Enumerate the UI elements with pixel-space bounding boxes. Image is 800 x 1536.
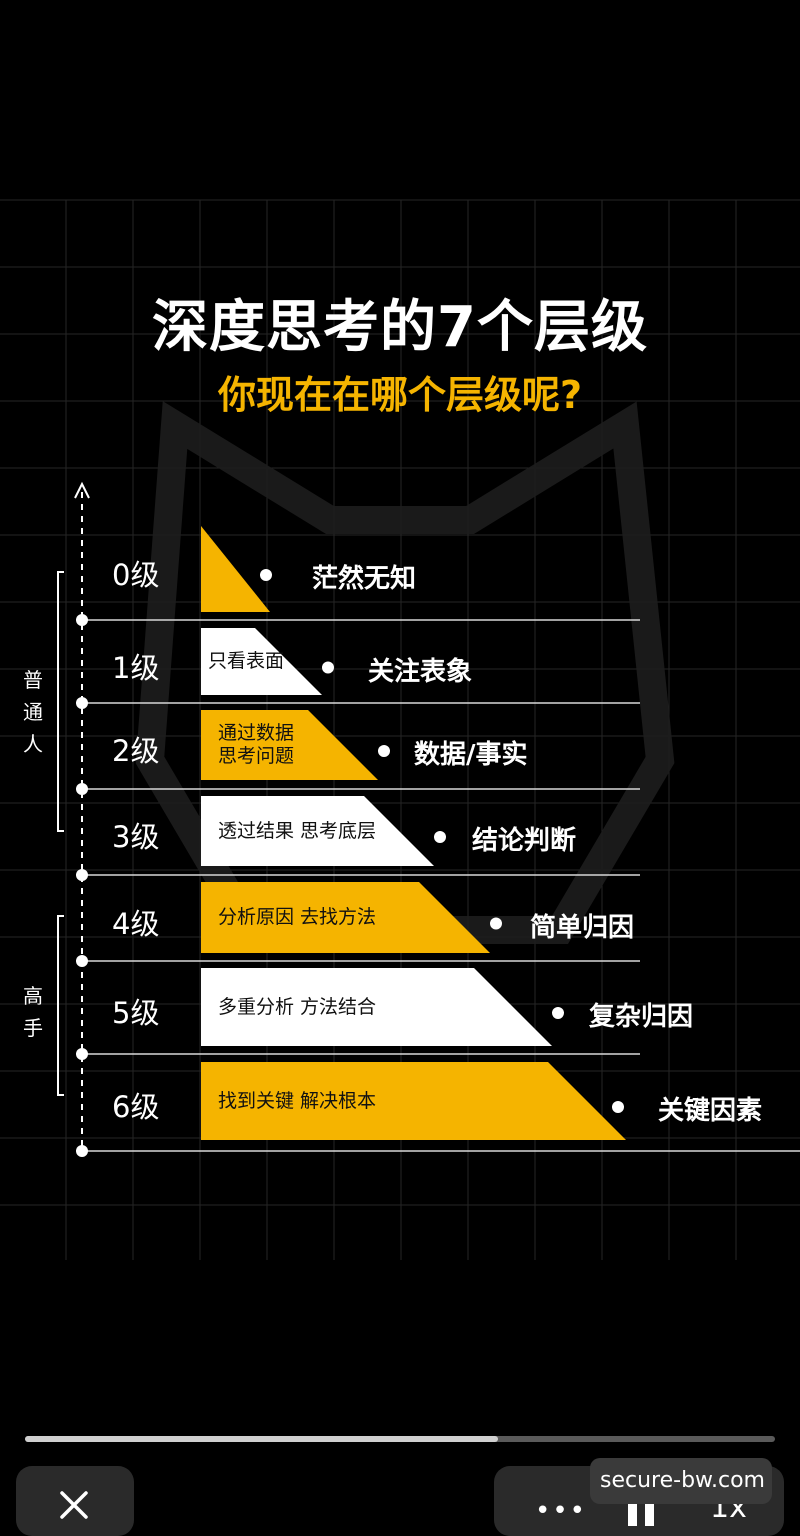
result-label: 茫然无知 xyxy=(312,564,417,594)
level-label: 2级 xyxy=(112,734,160,768)
level-axis xyxy=(57,481,800,1157)
watermark-badge xyxy=(590,1458,772,1504)
bar-text: 分析原因 去找方法 xyxy=(218,906,376,929)
group-label-char: 高 xyxy=(23,984,43,1008)
level-label: 4级 xyxy=(112,906,160,941)
group-label-char: 手 xyxy=(23,1016,43,1040)
bar-text: 找到关键 解决根本 xyxy=(218,1090,376,1113)
result-dot xyxy=(434,831,446,843)
bar-text-line: 分析原因 去找方法 xyxy=(218,906,377,928)
level-label: 1级 xyxy=(112,650,160,685)
axis-dot xyxy=(76,869,88,881)
result-label: 简单归因 xyxy=(530,912,635,943)
video-progress-fill xyxy=(25,1436,498,1442)
group-label: 普通人 xyxy=(20,664,46,760)
level-label: 6级 xyxy=(112,1090,160,1124)
axis-dot xyxy=(76,955,88,967)
pyramid-bar xyxy=(201,710,378,780)
bar-text: 透过结果 思考底层 xyxy=(218,820,376,843)
pyramid-bar xyxy=(201,628,322,695)
pyramid xyxy=(201,526,626,1140)
result-dot xyxy=(260,569,272,581)
bar-text: 通过数据 思考问题 xyxy=(218,722,294,768)
result-dot xyxy=(378,745,390,757)
group-label-char: 人 xyxy=(23,732,43,756)
result-label: 结论判断 xyxy=(472,826,577,856)
more-options-icon[interactable]: ••• xyxy=(535,1496,588,1526)
bar-text: 多重分析 方法结合 xyxy=(218,996,376,1019)
video-progress-bar[interactable] xyxy=(25,1436,775,1442)
group-bracket xyxy=(57,571,64,832)
pyramid-bar xyxy=(201,796,434,866)
bar-text-line: 多重分析 方法结合 xyxy=(218,995,377,1018)
bar-text: 只看表面 xyxy=(208,650,284,673)
axis-dot xyxy=(76,1145,88,1157)
level-label: 0级 xyxy=(112,558,160,592)
bar-text-line: 思考问题 xyxy=(218,745,295,767)
result-label: 复杂归因 xyxy=(589,1002,694,1032)
group-label-char: 通 xyxy=(23,700,43,724)
axis-dot xyxy=(76,1048,88,1060)
pyramid-bar xyxy=(201,526,270,612)
pause-icon[interactable] xyxy=(624,1494,658,1528)
result-label: 关注表象 xyxy=(368,656,473,687)
level-label: 5级 xyxy=(112,996,160,1030)
bar-text-line: 通过数据 xyxy=(218,722,295,744)
axis-dot xyxy=(76,697,88,709)
group-bracket xyxy=(57,915,64,1096)
bar-text-line: 只看表面 xyxy=(208,650,285,672)
watermark-text: secure-bw.com xyxy=(600,1468,765,1493)
level-label: 3级 xyxy=(112,820,160,854)
group-label-char: 普 xyxy=(23,668,43,692)
result-dot xyxy=(612,1101,624,1113)
group-label: 高手 xyxy=(20,980,46,1044)
result-dot xyxy=(552,1007,564,1019)
pyramid-bar xyxy=(201,968,552,1046)
axis-dot xyxy=(76,614,88,626)
result-dot xyxy=(322,661,334,674)
close-icon[interactable] xyxy=(59,1490,89,1520)
page-subtitle: 你现在在哪个层级呢? xyxy=(217,373,583,417)
bar-text-line: 找到关键 解决根本 xyxy=(218,1089,377,1112)
result-label: 关键因素 xyxy=(658,1096,763,1126)
axis-dot xyxy=(76,783,88,795)
result-label: 数据/事实 xyxy=(414,740,528,770)
axis-arrow-icon xyxy=(74,481,90,499)
cat-watermark-shape xyxy=(135,401,675,944)
pyramid-bar xyxy=(201,882,490,953)
bar-text-line: 透过结果 思考底层 xyxy=(218,819,377,842)
page-title: 深度思考的7个层级 xyxy=(152,295,648,360)
result-dot xyxy=(490,917,502,930)
pyramid-bar xyxy=(201,1062,626,1140)
